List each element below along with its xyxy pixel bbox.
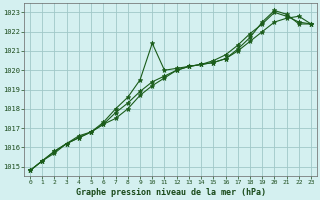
X-axis label: Graphe pression niveau de la mer (hPa): Graphe pression niveau de la mer (hPa) — [76, 188, 266, 197]
